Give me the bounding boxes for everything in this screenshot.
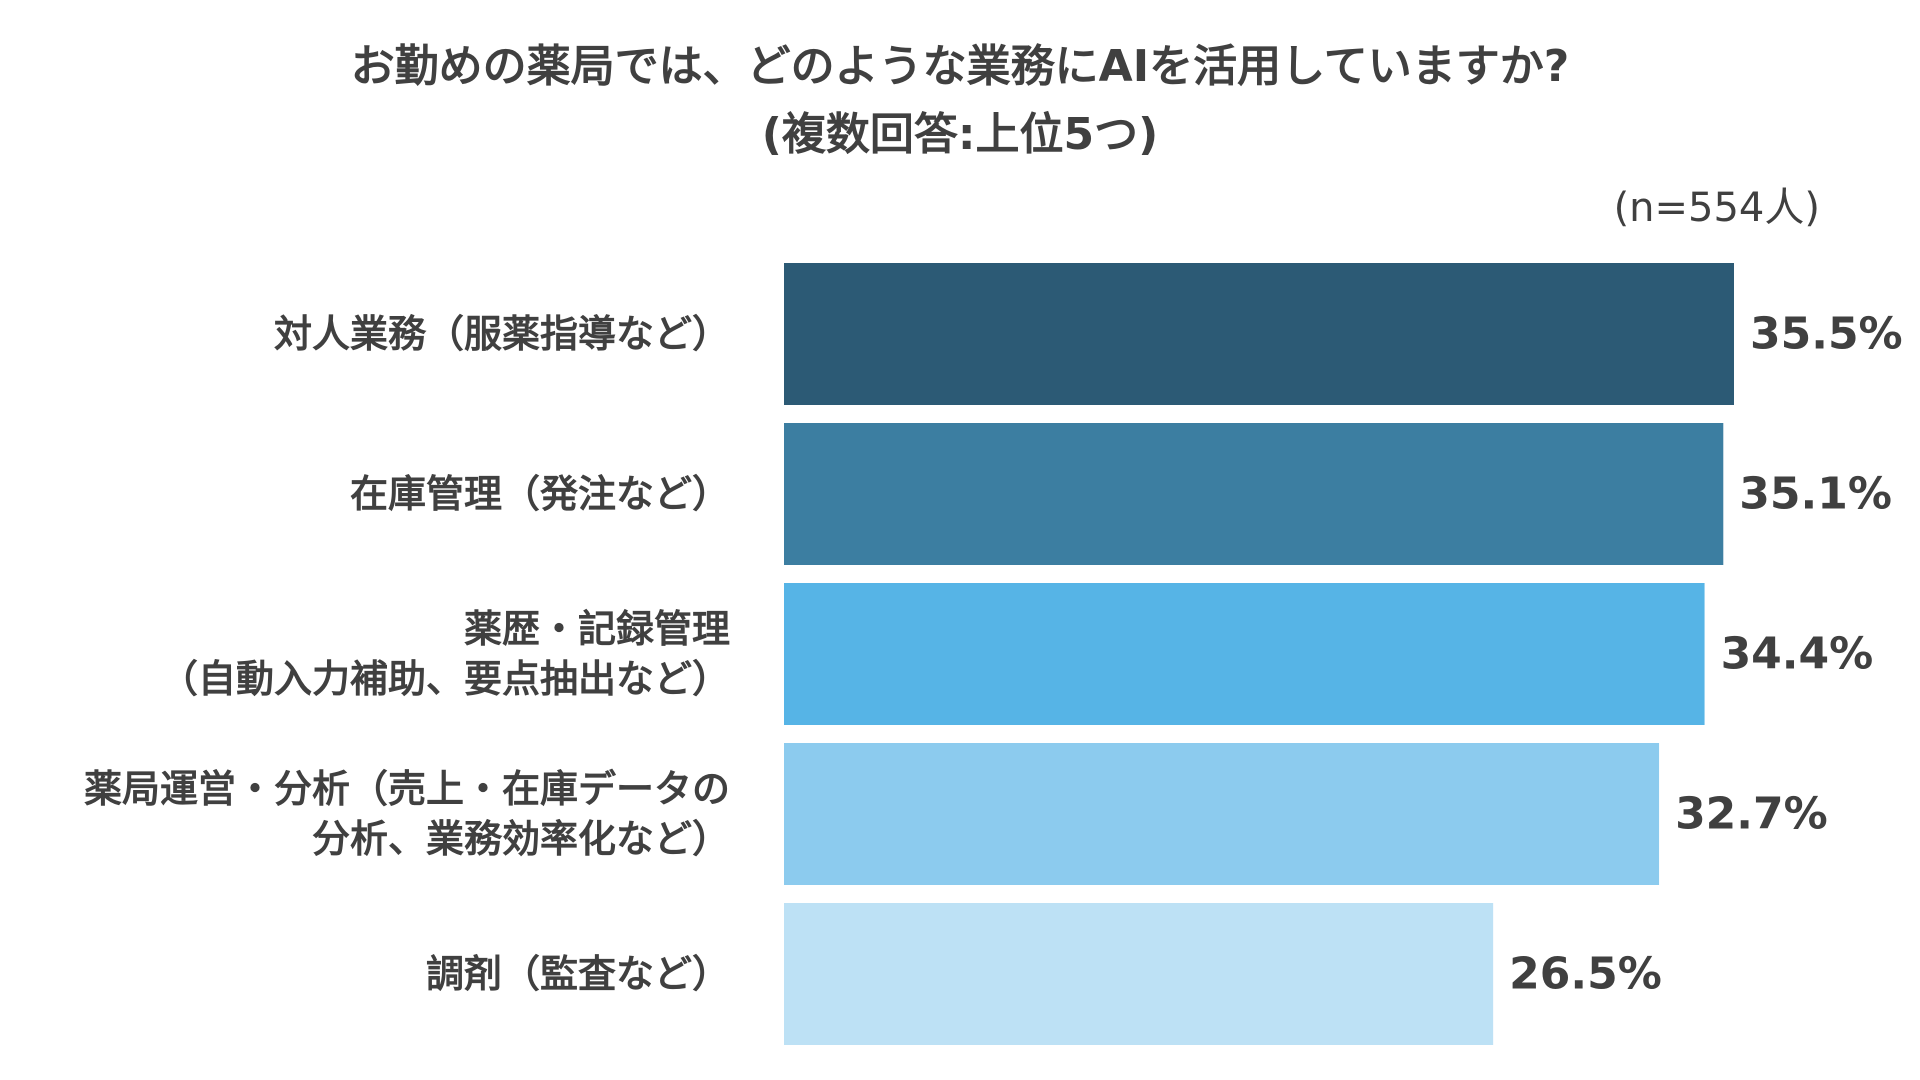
bar-2: [784, 423, 1724, 565]
value-label-1: 35.5%: [1750, 309, 1903, 360]
value-label-2: 35.1%: [1739, 469, 1892, 520]
category-label-2-line-1: 在庫管理（発注など）: [350, 472, 730, 516]
value-label-5: 26.5%: [1509, 949, 1662, 1000]
bar-1: [784, 263, 1734, 405]
bar-3: [784, 583, 1705, 725]
chart-title-line-2: (複数回答:上位5つ): [761, 109, 1159, 160]
bar-4: [784, 743, 1660, 885]
value-label-3: 34.4%: [1721, 629, 1874, 680]
bar-5: [784, 903, 1494, 1045]
category-label-5-line-1: 調剤（監査など）: [426, 952, 730, 996]
value-label-4: 32.7%: [1675, 789, 1828, 840]
category-label-3-line-2: （自動入力補助、要点抽出など）: [160, 657, 730, 701]
category-label-1-line-1: 対人業務（服薬指導など）: [274, 312, 730, 356]
chart-title-line-1: お勤めの薬局では、どのような業務にAIを活用していますか?: [350, 41, 1570, 92]
sample-size-note: (n=554人): [1613, 185, 1820, 231]
category-label-3-line-1: 薬歴・記録管理: [464, 607, 730, 651]
category-label-4-line-2: 分析、業務効率化など）: [312, 817, 730, 861]
category-label-4-line-1: 薬局運営・分析（売上・在庫データの: [84, 767, 730, 811]
